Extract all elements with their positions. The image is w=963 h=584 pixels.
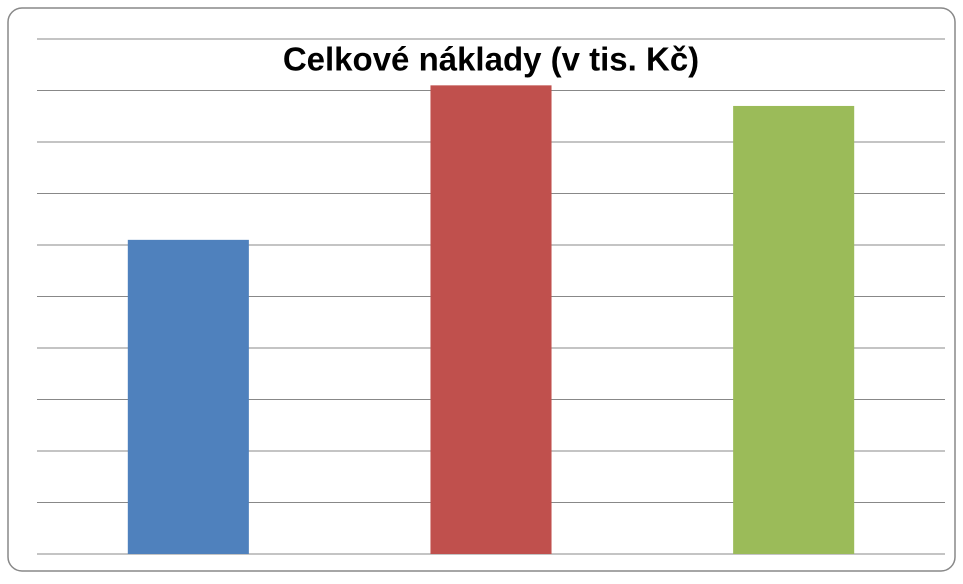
- bar: [127, 239, 249, 554]
- chart-title: Celkové náklady (v tis. Kč): [283, 41, 699, 78]
- bar: [733, 105, 855, 554]
- bar: [430, 85, 552, 554]
